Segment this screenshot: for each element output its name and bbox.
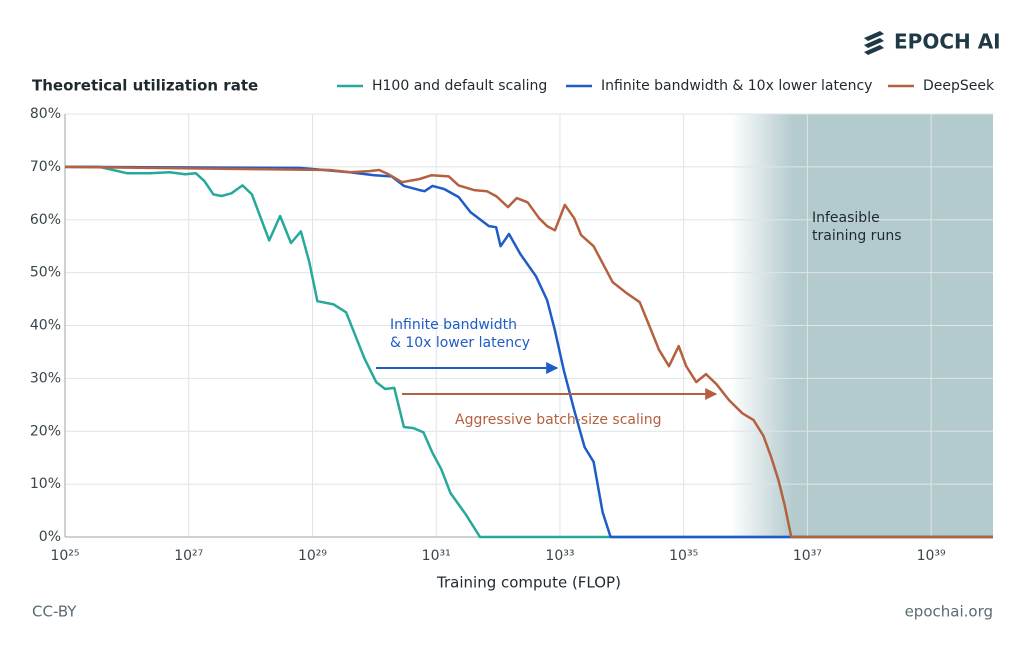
annotation: Infinite bandwidth	[390, 317, 517, 333]
x-tick-label: 10³⁹	[917, 548, 946, 564]
annotation: training runs	[812, 228, 901, 244]
series-line	[65, 165, 993, 539]
legend-label: DeepSeek	[923, 78, 995, 94]
x-tick-label: 10²⁹	[298, 548, 327, 564]
y-tick-label: 70%	[30, 159, 61, 175]
y-tick-label: 40%	[30, 318, 61, 334]
chart-title: Theoretical utilization rate	[32, 77, 258, 95]
annotation: & 10x lower latency	[390, 335, 530, 351]
series-line	[64, 165, 993, 539]
annotation: Aggressive batch-size scaling	[455, 412, 662, 428]
x-tick-label: 10³¹	[422, 548, 451, 564]
x-axis-label: Training compute (FLOP)	[436, 574, 621, 592]
y-tick-label: 50%	[30, 265, 61, 281]
legend-label: Infinite bandwidth & 10x lower latency	[601, 78, 872, 94]
x-tick-label: 10³⁷	[793, 548, 822, 564]
y-tick-label: 60%	[30, 212, 61, 228]
legend-label: H100 and default scaling	[372, 78, 547, 94]
y-tick-label: 80%	[30, 106, 61, 122]
y-tick-label: 30%	[30, 370, 61, 386]
footer-license: CC-BY	[32, 603, 77, 621]
x-tick-label: 10³⁵	[669, 548, 698, 564]
y-tick-label: 20%	[30, 423, 61, 439]
logo-text: EPOCH AI	[894, 30, 1001, 54]
logo	[864, 31, 884, 55]
x-tick-label: 10²⁵	[50, 548, 79, 564]
x-tick-label: 10³³	[545, 548, 574, 564]
y-tick-label: 0%	[39, 529, 61, 545]
footer-url: epochai.org	[905, 603, 993, 621]
x-tick-label: 10²⁷	[174, 548, 203, 564]
y-tick-label: 10%	[30, 476, 61, 492]
annotation: Infeasible	[812, 210, 880, 226]
